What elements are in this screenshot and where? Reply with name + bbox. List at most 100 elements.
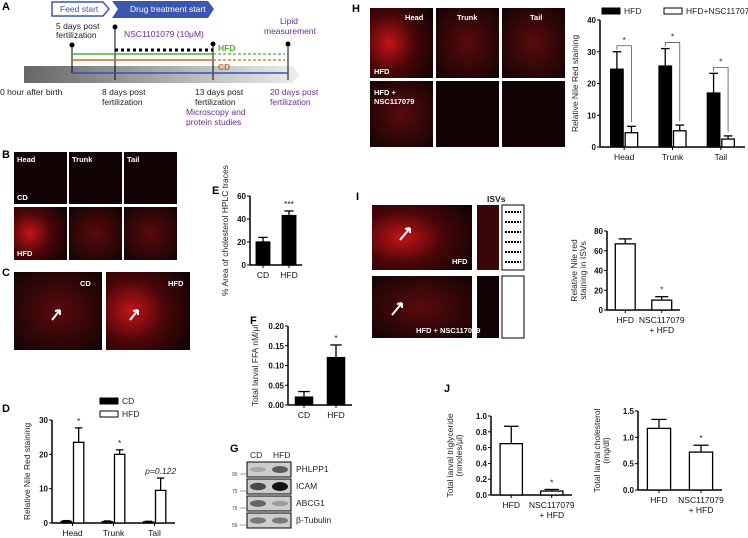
y-tick-label: 20 xyxy=(237,238,246,247)
microscopy-image xyxy=(436,8,499,78)
y-tick-label: 0.5 xyxy=(623,460,635,469)
band-label: PHLPP1 xyxy=(296,464,329,474)
isv-binary-image xyxy=(501,275,525,339)
timeline-bar xyxy=(24,66,300,83)
x-tick-label: Trunk xyxy=(662,152,684,162)
microscopy-image xyxy=(372,205,472,270)
col-label: Tail xyxy=(530,13,542,22)
bar xyxy=(113,453,126,524)
x-tick-label: Head xyxy=(614,152,635,162)
blot-band xyxy=(250,500,266,507)
significance-marker: * xyxy=(77,416,81,426)
t5-label-2: fertilization xyxy=(56,30,97,40)
bar xyxy=(672,130,687,148)
y-tick-label: 20 xyxy=(587,80,596,89)
bar xyxy=(499,442,524,496)
bar xyxy=(658,65,673,148)
y-tick-label: 0.10 xyxy=(268,362,284,371)
panel-label: C xyxy=(2,267,10,279)
bar xyxy=(255,241,271,266)
bar xyxy=(101,520,114,524)
chart-I: 0 20 40 60 80 Relative Nile redstaining in IS… xyxy=(569,227,685,335)
x-tick-label: CD xyxy=(298,410,310,420)
panel-label: G xyxy=(230,443,239,455)
microscopy-image xyxy=(436,81,499,147)
y-tick-label: 0 xyxy=(242,261,247,270)
x-tick-label: HFD xyxy=(503,500,520,510)
blot-band xyxy=(250,482,266,491)
band-label: ABCG1 xyxy=(296,498,325,508)
x-tick-label: HFD xyxy=(280,270,297,280)
legend-label: HFD+NSC117079 xyxy=(686,6,748,16)
bar xyxy=(610,68,624,148)
t20-label: 20 days post xyxy=(270,87,319,97)
significance-marker: * xyxy=(334,333,338,343)
isv-crop-image xyxy=(477,205,499,270)
y-tick-label: 10 xyxy=(587,111,596,120)
feed-start-arrow xyxy=(51,1,110,17)
col-label: Trunk xyxy=(457,13,478,22)
blot-band-box xyxy=(246,495,292,512)
panel-c-images: C CD HFD xyxy=(2,267,190,350)
row-label: CD xyxy=(17,193,28,202)
panel-a-timeline: A Feed start Drug treatment start 5 days… xyxy=(0,1,319,127)
bar xyxy=(614,243,636,311)
t0-label: 0 hour after birth xyxy=(0,87,63,97)
band-label: β-Tubulin xyxy=(296,515,332,525)
panel-b-images: B Head Trunk Tail CD HFD xyxy=(2,149,177,260)
y-tick-label: 0.0 xyxy=(476,491,488,500)
legend-swatch xyxy=(601,7,621,15)
panel-label: A xyxy=(2,1,10,13)
bar xyxy=(326,356,346,406)
arrow-icon xyxy=(51,309,61,321)
microscopy-image xyxy=(370,8,433,78)
legend-label: HFD xyxy=(122,409,139,419)
y-tick-label: 0.15 xyxy=(268,342,284,351)
significance-marker: * xyxy=(699,433,703,443)
bar xyxy=(60,520,73,524)
legend-swatch xyxy=(99,410,119,418)
bar xyxy=(706,92,721,148)
y-tick-label: 0.20 xyxy=(268,322,284,331)
x-tick-label: HFD xyxy=(617,315,634,325)
marker-label: 95 xyxy=(232,472,238,478)
bar xyxy=(688,451,714,491)
blot-band xyxy=(250,517,266,524)
lane-label: HFD xyxy=(273,450,290,460)
bar xyxy=(281,214,297,266)
x-tick-label: NSC117079 + HFD xyxy=(529,500,575,520)
feed-start-label: Feed start xyxy=(60,4,99,14)
col-label: Tail xyxy=(127,155,139,164)
t5-label: 5 days post xyxy=(56,21,100,31)
y-tick-label: 20 xyxy=(594,286,603,295)
bar xyxy=(539,490,564,496)
y-tick-label: 0 xyxy=(44,519,49,528)
significance-bracket xyxy=(664,42,681,122)
isv-title: ISVs xyxy=(487,194,506,204)
y-tick-label: 40 xyxy=(237,215,246,224)
microscopy-image xyxy=(372,276,472,338)
t13-label: 13 days post xyxy=(195,87,244,97)
lane-label: CD xyxy=(250,450,262,460)
arrow-icon xyxy=(129,309,139,321)
t13-label-2: fertilization xyxy=(195,97,236,107)
x-tick-label: HFD xyxy=(650,495,667,505)
significance-bracket xyxy=(616,45,632,123)
bar xyxy=(142,521,155,524)
significance-marker: * xyxy=(550,477,554,487)
x-tick-label: CD xyxy=(257,270,269,280)
drug-start-label: Drug treatment start xyxy=(130,4,206,14)
y-tick-label: 10 xyxy=(39,485,48,494)
significance-marker: * xyxy=(118,438,122,448)
chart-J2: 0.0 0.5 1.0 1.5 Total larval cholesterol(mg/… xyxy=(592,407,724,515)
y-axis-label: % Area of cholesterol HPLC traces xyxy=(220,165,230,296)
bar xyxy=(721,138,735,148)
isv-crop-image xyxy=(477,276,499,338)
blot-band-box xyxy=(246,512,292,529)
legend-label: CD xyxy=(122,396,134,406)
panel-i-images: I ISVs HFD HFD + NSC117079 xyxy=(356,191,525,339)
bar xyxy=(294,396,314,406)
lipid-label: Lipid xyxy=(280,16,298,26)
panel-label: J xyxy=(444,383,450,395)
